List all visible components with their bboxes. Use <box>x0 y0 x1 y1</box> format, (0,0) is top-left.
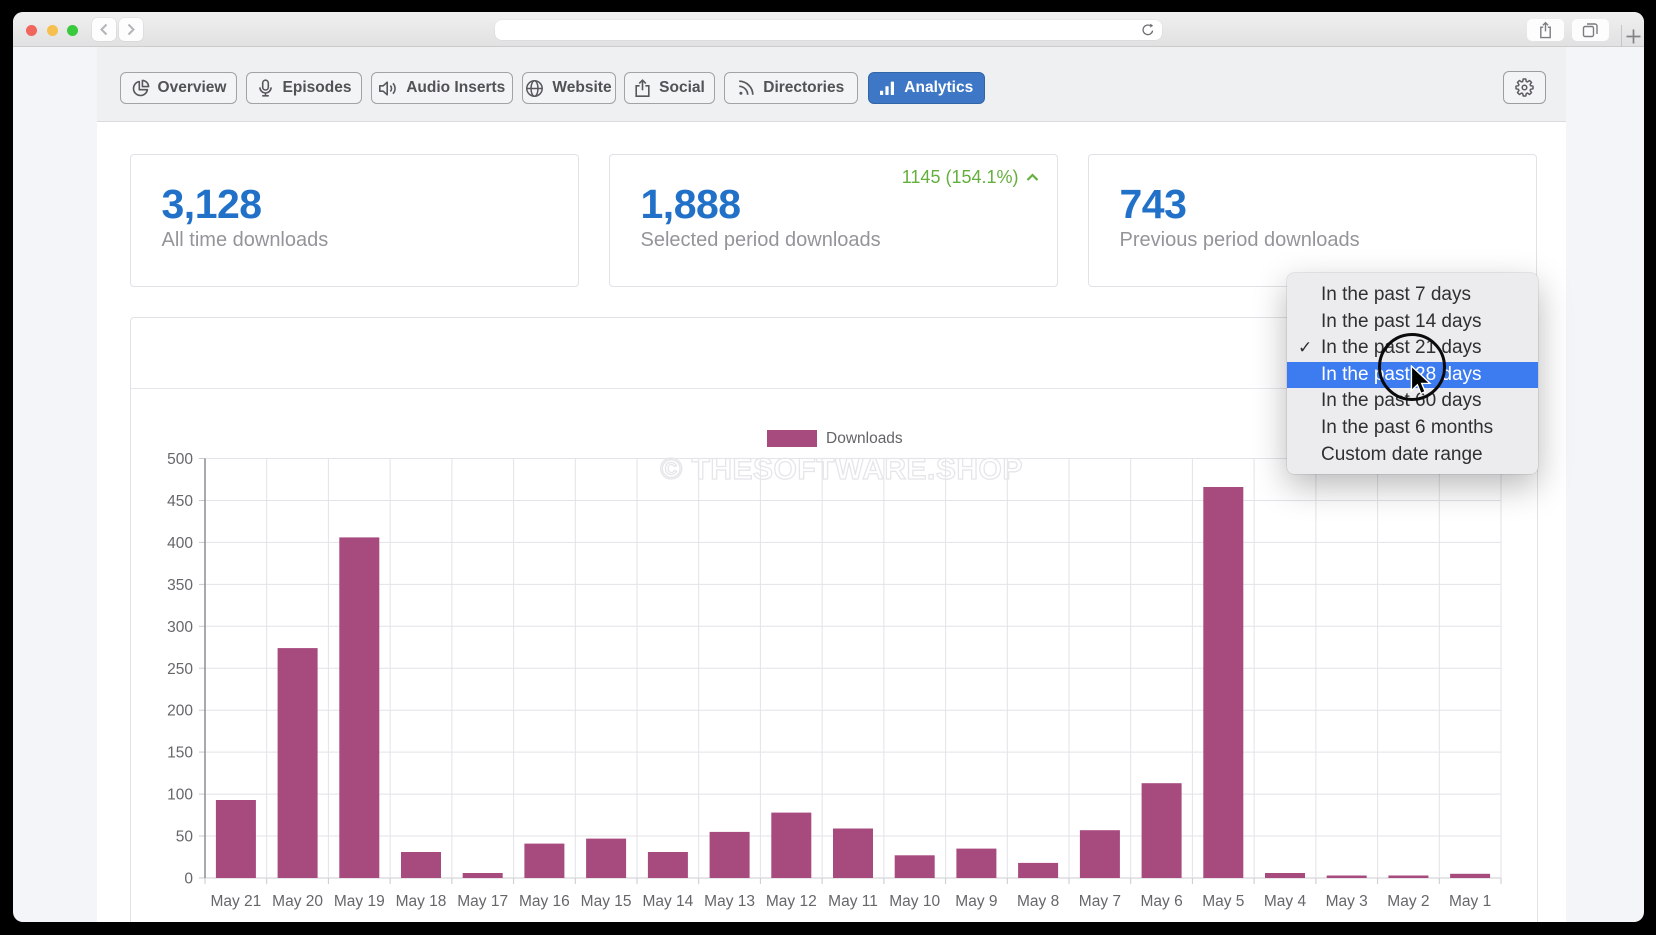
svg-text:May 4: May 4 <box>1264 893 1307 910</box>
svg-text:May 7: May 7 <box>1079 893 1121 910</box>
svg-text:May 10: May 10 <box>889 893 940 910</box>
svg-text:400: 400 <box>167 535 193 552</box>
svg-text:May 1: May 1 <box>1449 893 1491 910</box>
svg-text:250: 250 <box>167 661 193 678</box>
svg-text:May 19: May 19 <box>334 893 385 910</box>
svg-text:May 8: May 8 <box>1017 893 1059 910</box>
svg-text:May 12: May 12 <box>766 893 817 910</box>
svg-text:May 13: May 13 <box>704 893 755 910</box>
svg-text:200: 200 <box>167 703 193 720</box>
svg-text:0: 0 <box>184 871 193 888</box>
svg-text:May 3: May 3 <box>1326 893 1368 910</box>
svg-text:350: 350 <box>167 577 193 594</box>
svg-text:May 11: May 11 <box>828 893 878 910</box>
svg-text:May 9: May 9 <box>955 893 997 910</box>
svg-text:May 16: May 16 <box>519 893 570 910</box>
svg-text:May 14: May 14 <box>642 893 693 910</box>
svg-text:50: 50 <box>176 829 194 846</box>
svg-text:May 21: May 21 <box>210 893 261 910</box>
svg-text:May 17: May 17 <box>457 893 508 910</box>
svg-text:450: 450 <box>167 493 193 510</box>
svg-text:300: 300 <box>167 619 193 636</box>
svg-text:May 6: May 6 <box>1140 893 1182 910</box>
svg-text:May 20: May 20 <box>272 893 323 910</box>
svg-text:May 15: May 15 <box>581 893 632 910</box>
svg-text:100: 100 <box>167 787 193 804</box>
svg-text:May 5: May 5 <box>1202 893 1244 910</box>
svg-text:500: 500 <box>167 451 193 468</box>
svg-text:May 2: May 2 <box>1387 893 1429 910</box>
svg-text:150: 150 <box>167 745 193 762</box>
svg-text:May 18: May 18 <box>396 893 447 910</box>
